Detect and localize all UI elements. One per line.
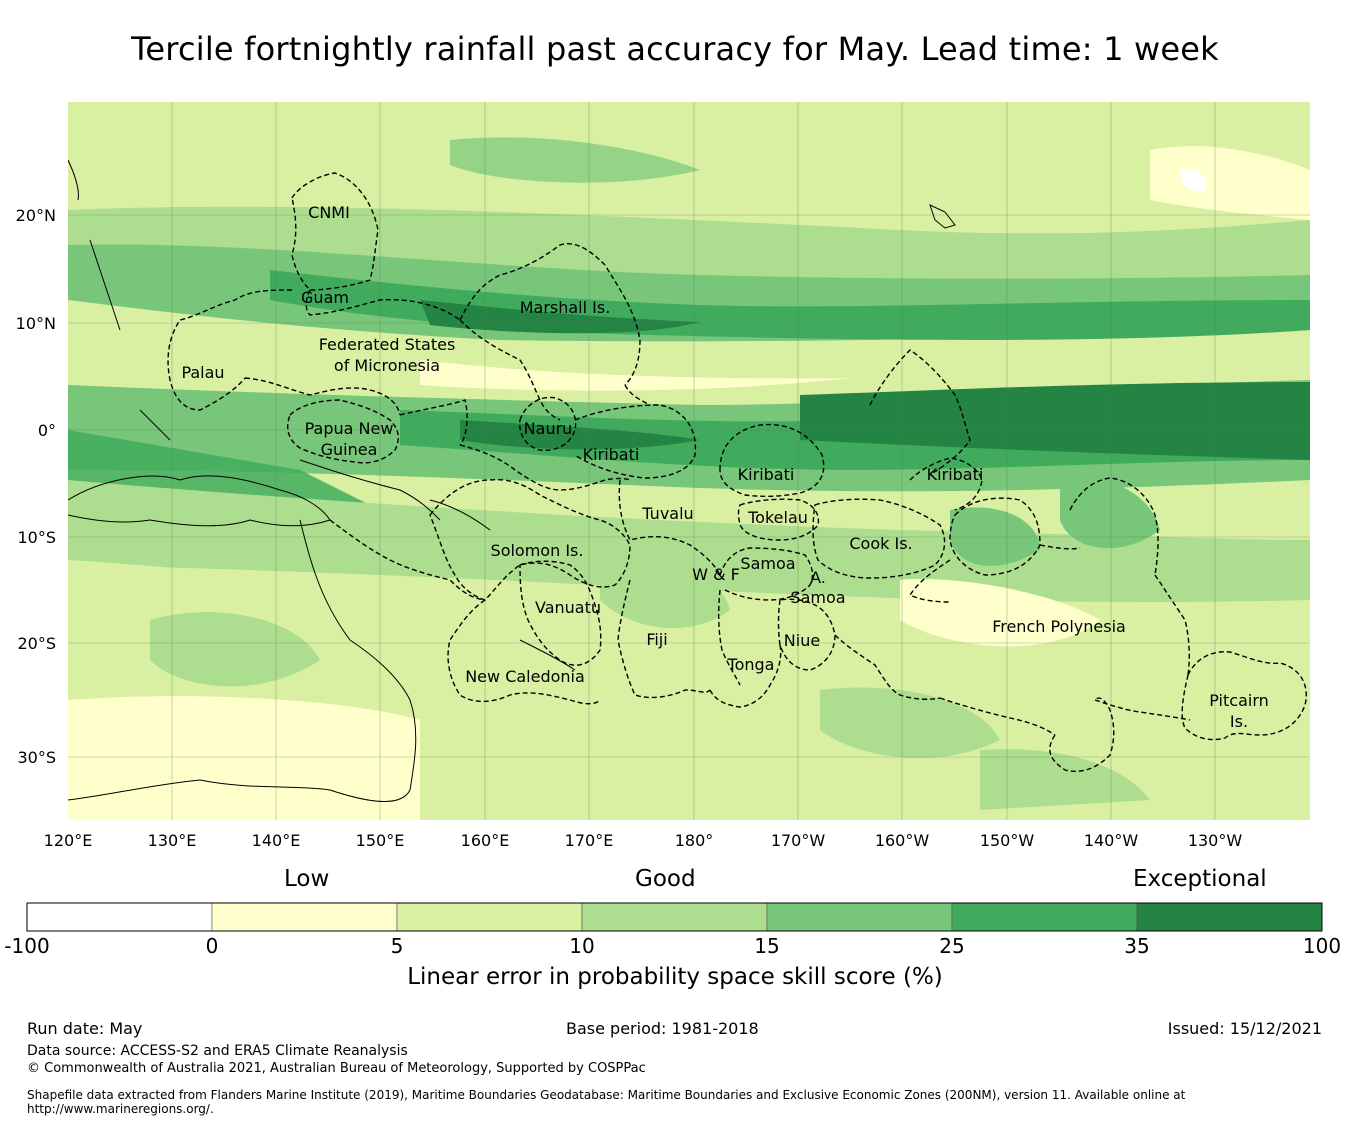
base-period: Base period: 1981-2018 [566,1019,759,1038]
colorbar-tick: -100 [4,934,50,958]
lon-axis: 120°E 130°E 140°E 150°E 160°E 170°E 180°… [44,831,1243,850]
lon-label: 170°E [565,831,614,850]
region-label-guam: Guam [301,288,349,307]
region-label-tuvalu: Tuvalu [641,504,693,523]
colorbar-category-good: Good [635,866,696,892]
lat-label: 20°S [17,634,56,653]
colorbar-segment [26,902,213,932]
lon-label: 130°W [1188,831,1243,850]
region-label-palau: Palau [181,363,224,382]
colorbar-tick: 10 [569,934,595,958]
region-label-samoa: Samoa [740,554,795,573]
region-label-solomon: Solomon Is. [491,541,584,560]
colorbar-tick: 0 [205,934,219,958]
lon-label: 140°E [252,831,301,850]
region-labels: CNMI Guam Marshall Is. Federated States … [181,203,1268,731]
region-label-fsm: Federated States [319,335,456,354]
region-label-vanuatu: Vanuatu [535,598,601,617]
region-label-cook: Cook Is. [849,534,912,553]
skill-field [68,102,1310,820]
lat-label: 30°S [17,748,56,767]
region-label-french-polynesia: French Polynesia [992,617,1126,636]
lat-label: 20°N [16,206,56,225]
region-label-marshall: Marshall Is. [520,298,611,317]
colorbar-category-exceptional: Exceptional [1133,866,1267,892]
region-label-niue: Niue [784,631,820,650]
shapefile-credit-line-1: Shapefile data extracted from Flanders M… [27,1088,1186,1102]
colorbar-segment [766,902,953,932]
colorbar-segment [951,902,1138,932]
lon-label: 150°W [980,831,1035,850]
lon-label: 150°E [356,831,405,850]
lat-label: 10°S [17,528,56,547]
region-label-american-samoa: A. [810,568,826,587]
colorbar-tick: 35 [1124,934,1150,958]
colorbar-tick: 5 [390,934,404,958]
graticule [68,102,1310,820]
lon-label: 160°E [461,831,510,850]
colorbar-category-low: Low [284,866,330,892]
coastlines [68,159,956,803]
region-label-kiribati-west: Kiribati [583,445,640,464]
lon-label: 160°W [875,831,930,850]
lon-label: 120°E [44,831,93,850]
shapefile-credit-url: http://www.marineregions.org/. [27,1102,214,1116]
run-date: Run date: May [27,1019,143,1038]
region-label-kiribati-east: Kiribati [927,465,984,484]
lat-label: 0° [38,421,56,440]
region-label-american-samoa: Samoa [790,588,845,607]
data-source: Data source: ACCESS-S2 and ERA5 Climate … [27,1043,408,1059]
region-label-tonga: Tonga [727,655,775,674]
colorbar [26,902,1323,932]
colorbar-segment [211,902,398,932]
region-label-cnmi: CNMI [308,203,350,222]
lat-axis: 20°N 10°N 0° 10°S 20°S 30°S [16,206,56,767]
shapefile-credit: Shapefile data extracted from Flanders M… [27,1088,1227,1116]
colorbar-frame [26,902,1323,932]
lon-label: 140°W [1084,831,1139,850]
region-label-pitcairn: Pitcairn [1209,691,1269,710]
colorbar-segment [581,902,768,932]
colorbar-tick: 15 [754,934,780,958]
colorbar-tick: 100 [1302,934,1342,958]
region-label-fiji: Fiji [646,630,667,649]
region-label-png: Guinea [321,440,378,459]
lon-label: 170°W [771,831,826,850]
colorbar-tick: 25 [939,934,965,958]
region-label-kiribati-central: Kiribati [738,465,795,484]
lon-label: 130°E [148,831,197,850]
lon-label: 180° [675,831,714,850]
region-label-nauru: Nauru [524,419,573,438]
page-title: Tercile fortnightly rainfall past accura… [131,30,1219,68]
region-label-new-caledonia: New Caledonia [465,667,585,686]
colorbar-segment [396,902,583,932]
issued-date: Issued: 15/12/2021 [1167,1019,1322,1038]
eez-boundaries [167,172,1307,772]
lat-label: 10°N [16,314,56,333]
region-label-png: Papua New [305,419,394,438]
region-label-wallis-futuna: W & F [692,565,740,584]
region-label-pitcairn: Is. [1230,712,1248,731]
colorbar-segment [1136,902,1323,932]
region-label-tokelau: Tokelau [747,508,808,527]
region-label-fsm: of Micronesia [334,356,440,375]
colorbar-title: Linear error in probability space skill … [407,964,943,990]
copyright: © Commonwealth of Australia 2021, Austra… [27,1061,646,1076]
skill-map: 120°E 130°E 140°E 150°E 160°E 170°E 180°… [16,102,1310,850]
